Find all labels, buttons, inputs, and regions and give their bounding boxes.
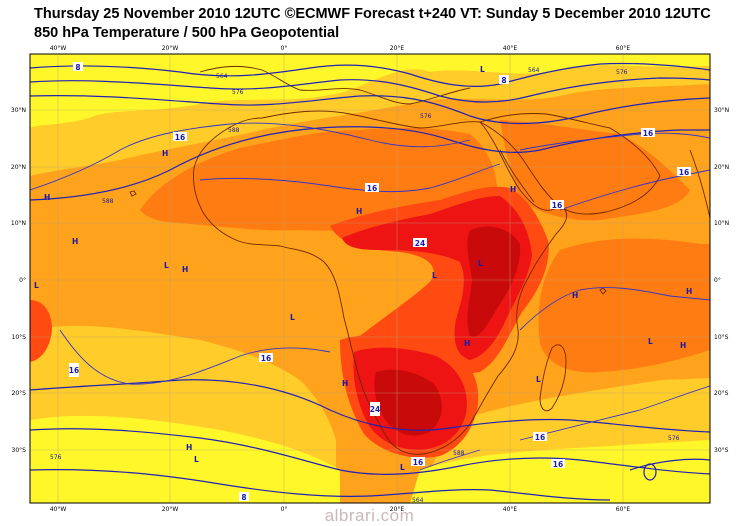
- lat-tick: 0°: [19, 277, 26, 284]
- pressure-center-label: L: [194, 455, 199, 464]
- pressure-center-label: H: [464, 339, 470, 348]
- temperature-label: 24: [370, 405, 380, 414]
- pressure-center-label: H: [72, 237, 78, 246]
- coastlines: [129, 65, 710, 455]
- temperature-label: 16: [552, 201, 562, 210]
- pressure-center-label: H: [572, 291, 578, 300]
- pressure-center-label: H: [44, 193, 50, 202]
- lon-tick: 60°E: [616, 45, 631, 52]
- pressure-center-label: L: [164, 261, 169, 270]
- pressure-center-label: L: [478, 259, 483, 268]
- geopotential-contours: [30, 62, 710, 501]
- geopotential-labels: 564 576 588 588 576 564 576 576 588 576 …: [50, 67, 680, 504]
- pressure-center-label: L: [400, 463, 405, 472]
- pressure-center-label: L: [34, 281, 39, 290]
- latitude-ticks-left: 30°N 20°N 10°N 0° 10°S 20°S 30°S: [11, 107, 26, 454]
- lon-tick: 40°W: [50, 45, 67, 52]
- lat-tick: 30°N: [714, 107, 729, 114]
- geopotential-label: 564: [216, 73, 228, 80]
- geopotential-label: 576: [50, 454, 62, 461]
- lon-tick: 0°: [281, 45, 288, 52]
- lat-tick: 30°S: [714, 447, 729, 454]
- longitude-ticks-bottom: 40°W 20°W 0° 20°E 40°E 60°E: [50, 506, 631, 513]
- lat-tick: 20°S: [714, 390, 729, 397]
- pressure-center-label: H: [510, 185, 516, 194]
- map-title-line-2: 850 hPa Temperature / 500 hPa Geopotenti…: [34, 25, 340, 41]
- pressure-center-label: L: [290, 313, 295, 322]
- temperature-field: [30, 54, 710, 503]
- temperature-label: 16: [679, 168, 689, 177]
- lon-tick: 60°E: [616, 506, 631, 513]
- pressure-center-label: H: [162, 149, 168, 158]
- temperature-label: 24: [415, 239, 425, 248]
- lat-tick: 30°N: [11, 107, 26, 114]
- temperature-label: 16: [413, 458, 423, 467]
- lon-tick: 40°W: [50, 506, 67, 513]
- temperature-label: 16: [69, 366, 79, 375]
- temperature-label: 16: [261, 354, 271, 363]
- longitude-ticks-top: 40°W 20°W 0° 20°E 40°E 60°E: [50, 45, 631, 52]
- pressure-centers: H H H H L L H L L H L H H H L H L L L H …: [34, 65, 692, 472]
- geopotential-label: 576: [616, 69, 628, 76]
- lat-tick: 10°S: [714, 334, 729, 341]
- geopotential-label: 564: [412, 497, 424, 504]
- geopotential-label: 576: [232, 89, 244, 96]
- lat-tick: 10°N: [11, 220, 26, 227]
- graticule: [30, 54, 710, 503]
- lat-tick: 20°N: [714, 164, 729, 171]
- lon-tick: 20°E: [390, 45, 405, 52]
- geopotential-label: 588: [102, 198, 114, 205]
- lon-tick: 40°E: [503, 45, 518, 52]
- pressure-center-label: H: [182, 265, 188, 274]
- lon-tick: 20°E: [390, 506, 405, 513]
- lon-tick: 20°W: [162, 45, 179, 52]
- map-frame: [29, 53, 711, 504]
- pressure-center-label: L: [432, 271, 437, 280]
- lon-tick: 20°W: [162, 506, 179, 513]
- lat-tick: 10°N: [714, 220, 729, 227]
- geopotential-label: 588: [228, 127, 240, 134]
- latitude-ticks-right: 30°N 20°N 10°N 0° 10°S 20°S 30°S: [714, 107, 729, 454]
- temperature-label: 8: [75, 63, 80, 72]
- lat-tick: 10°S: [12, 334, 27, 341]
- pressure-center-label: H: [356, 207, 362, 216]
- temperature-label: 16: [175, 133, 185, 142]
- lat-tick: 20°N: [11, 164, 26, 171]
- geopotential-label: 576: [668, 435, 680, 442]
- pressure-center-label: H: [342, 379, 348, 388]
- watermark: albrari.com: [324, 506, 415, 525]
- pressure-center-label: H: [686, 287, 692, 296]
- pressure-center-label: L: [536, 375, 541, 384]
- geopotential-label: 576: [420, 113, 432, 120]
- temperature-label: 16: [643, 129, 653, 138]
- pressure-center-label: L: [480, 65, 485, 74]
- lat-tick: 20°S: [12, 390, 27, 397]
- temperature-label: 16: [553, 460, 563, 469]
- lon-tick: 0°: [281, 506, 288, 513]
- lat-tick: 30°S: [12, 447, 27, 454]
- pressure-center-label: L: [648, 337, 653, 346]
- geopotential-label: 564: [528, 67, 540, 74]
- temperature-label: 8: [241, 493, 246, 502]
- temperature-label: 8: [501, 76, 506, 85]
- temperature-labels: 8 16 16 16 16 16 16 16 16 24 24 16 16 8 …: [69, 62, 691, 502]
- temperature-label: 16: [535, 433, 545, 442]
- temperature-label: 16: [367, 184, 377, 193]
- geopotential-label: 588: [453, 450, 465, 457]
- pressure-center-label: H: [186, 443, 192, 452]
- map-title-line-1: Thursday 25 November 2010 12UTC ©ECMWF F…: [34, 6, 711, 22]
- lon-tick: 40°E: [503, 506, 518, 513]
- pressure-center-label: H: [680, 341, 686, 350]
- lat-tick: 0°: [714, 277, 721, 284]
